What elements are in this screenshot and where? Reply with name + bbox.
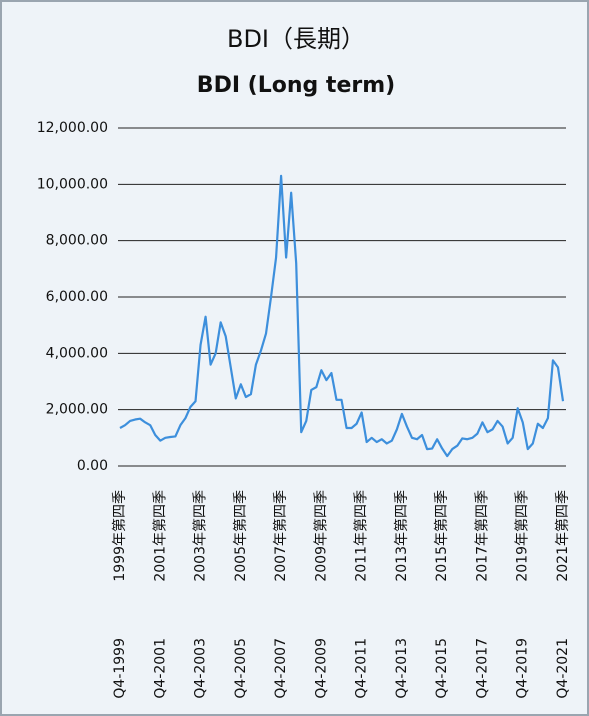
chart-subtitle: BDI (Long term) — [197, 73, 395, 98]
x-tick-label-zh: 2011年第四季 — [353, 490, 370, 582]
x-tick-label-zh: 2019年第四季 — [514, 490, 531, 582]
x-tick-label: Q4-2013 — [394, 638, 410, 699]
y-tick-label: 0.00 — [77, 458, 108, 474]
x-tick-label-zh: 2005年第四季 — [232, 490, 249, 582]
x-tick-label: Q4-2019 — [515, 638, 531, 699]
x-tick-label-zh: 2017年第四季 — [473, 490, 490, 582]
x-tick-label: Q4-2017 — [474, 638, 490, 699]
y-tick-label: 4,000.00 — [46, 345, 108, 361]
x-tick-label-zh: 2003年第四季 — [192, 490, 209, 582]
x-tick-label: Q4-2003 — [193, 638, 209, 699]
x-tick-label: Q4-2005 — [233, 638, 249, 699]
x-tick-label-zh: 2009年第四季 — [312, 490, 329, 582]
x-tick-label: Q4-1999 — [112, 638, 128, 699]
x-tick-label: Q4-2021 — [555, 638, 571, 699]
y-tick-label: 2,000.00 — [46, 402, 108, 418]
x-tick-label-zh: 2021年第四季 — [554, 490, 571, 582]
x-tick-label-zh: 2013年第四季 — [393, 490, 410, 582]
y-tick-label: 12,000.00 — [37, 120, 108, 136]
x-tick-label-zh: 1999年第四季 — [111, 490, 128, 582]
y-tick-label: 10,000.00 — [37, 176, 108, 192]
x-tick-label: Q4-2001 — [152, 638, 168, 699]
x-tick-label: Q4-2009 — [313, 638, 329, 699]
x-tick-label-zh: 2007年第四季 — [272, 490, 289, 582]
y-tick-label: 6,000.00 — [46, 289, 108, 305]
x-tick-label: Q4-2011 — [354, 638, 370, 699]
chart-title: BDI（長期） — [227, 25, 365, 53]
x-tick-label: Q4-2007 — [273, 638, 289, 699]
x-tick-label: Q4-2015 — [434, 638, 450, 699]
y-tick-label: 8,000.00 — [46, 233, 108, 249]
x-tick-label-zh: 2015年第四季 — [433, 490, 450, 582]
x-tick-label-zh: 2001年第四季 — [151, 490, 168, 582]
data-line — [119, 174, 565, 458]
